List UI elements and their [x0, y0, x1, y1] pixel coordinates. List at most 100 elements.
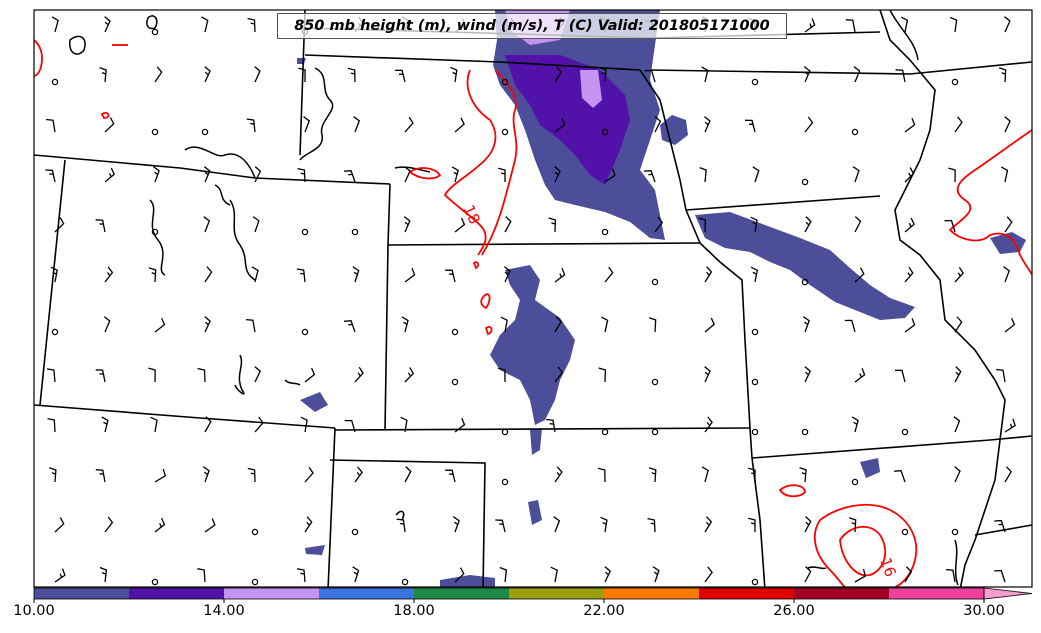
wind-barb — [648, 467, 657, 483]
contour-label-18: 18 — [459, 202, 483, 227]
wind-barb — [297, 167, 306, 183]
wind-barb — [95, 469, 106, 483]
wind-barb — [1004, 216, 1013, 233]
wind-barb — [150, 416, 158, 433]
calm-wind-circle — [151, 228, 159, 236]
calm-wind-circle — [751, 578, 759, 586]
calm-wind-circle — [351, 528, 359, 536]
calm-wind-circle — [51, 78, 59, 86]
wind-barb — [550, 566, 558, 583]
wind-barb — [203, 216, 211, 233]
wind-barb — [353, 116, 361, 133]
wind-barb — [804, 18, 816, 33]
wind-barb — [504, 216, 512, 233]
wind-barb — [403, 216, 411, 233]
wind-barb — [344, 419, 356, 433]
wind-barb — [994, 519, 1006, 533]
calm-wind-circle — [301, 328, 309, 336]
wind-barb — [252, 216, 260, 233]
wind-barb — [748, 467, 756, 482]
calm-wind-circle — [451, 328, 459, 336]
boundary-ok-panhandle — [329, 459, 486, 587]
terrain-outlines — [69, 10, 959, 586]
calm-wind-circle — [51, 328, 59, 336]
wind-barb — [853, 66, 861, 83]
wind-barb — [554, 316, 562, 333]
calm-wind-circle — [901, 428, 909, 436]
map-frame — [33, 9, 1033, 588]
wind-barb — [704, 416, 713, 433]
calm-wind-circle — [151, 128, 159, 136]
wind-barb — [454, 567, 465, 583]
colorbar-tick-label: 26.00 — [773, 603, 815, 619]
outline-river-sd — [299, 67, 334, 161]
wind-barb — [553, 516, 561, 533]
wind-barb — [352, 566, 360, 583]
calm-wind-circle — [301, 228, 309, 236]
outline-terrain-co — [234, 354, 301, 395]
boundary-ks-ok — [334, 427, 751, 431]
wind-barb — [300, 416, 308, 433]
wind-barb — [303, 116, 310, 133]
wind-barb — [600, 516, 608, 533]
wind-barb — [148, 367, 156, 383]
wind-barb — [251, 266, 259, 283]
boundary-montana-wyoming — [34, 154, 391, 185]
wind-barb — [953, 416, 961, 433]
wind-barb — [296, 268, 306, 283]
wind-barb — [900, 16, 909, 33]
calm-wind-circle — [201, 128, 209, 136]
calm-wind-circle — [851, 128, 859, 136]
colorbar-bin — [319, 588, 414, 599]
wind-barb — [945, 568, 956, 583]
wind-barb — [450, 66, 458, 83]
colorbar-outline — [33, 587, 985, 600]
wind-barb — [954, 366, 962, 383]
calm-wind-circle — [751, 378, 759, 386]
wind-barb — [254, 416, 264, 433]
wind-barb — [247, 17, 256, 33]
wind-barb — [54, 217, 65, 233]
wind-barb — [1003, 16, 1011, 33]
wind-barb — [104, 16, 111, 33]
calm-wind-circle — [251, 578, 259, 586]
calm-wind-circle — [151, 578, 159, 586]
contour-18-west — [443, 69, 497, 256]
wind-barb — [1001, 166, 1009, 183]
colorbar-tick-label: 18.00 — [393, 603, 435, 619]
wind-barb — [404, 466, 412, 483]
wind-barb — [845, 19, 856, 33]
wind-barb — [344, 170, 356, 183]
shaded-region-band-missouri — [695, 212, 915, 320]
colorbar-bin — [34, 588, 129, 599]
wind-barb — [750, 266, 759, 283]
wind-barb — [703, 116, 711, 133]
wind-barb — [998, 67, 1007, 83]
outline-terrain-ne — [394, 166, 431, 173]
wind-barb — [804, 566, 812, 583]
wind-barb — [148, 267, 157, 283]
wind-barb — [654, 216, 664, 233]
wind-barb — [204, 66, 211, 83]
wind-barb — [197, 367, 206, 383]
wind-barb — [954, 266, 964, 283]
boundary-iowa-north — [649, 61, 1032, 75]
shaded-region-texas — [305, 545, 325, 555]
wind-barb — [604, 168, 616, 183]
wind-barb — [852, 166, 860, 183]
wind-barb — [204, 416, 212, 433]
wind-barb — [1004, 418, 1016, 433]
outline-terrain-east — [954, 539, 959, 586]
wind-barb — [104, 516, 114, 533]
wind-barb — [851, 416, 859, 433]
wind-barb — [202, 466, 210, 483]
calm-wind-circle — [901, 528, 909, 536]
wind-barb — [554, 118, 566, 133]
wind-barb — [154, 66, 163, 83]
wind-barb — [854, 216, 862, 233]
colorbar — [33, 587, 1033, 603]
boundary-mo-ar — [751, 435, 1032, 459]
temperature-contours — [34, 39, 1032, 587]
contour-16-inner — [839, 526, 887, 577]
